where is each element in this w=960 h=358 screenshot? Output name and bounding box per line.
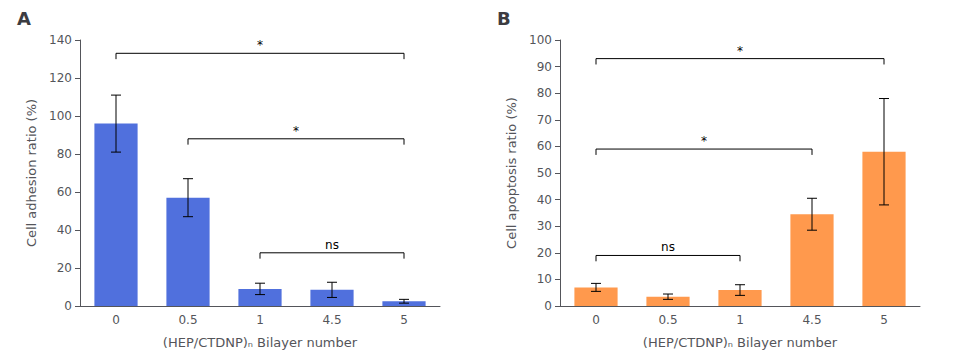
- svg-text:120: 120: [49, 71, 72, 85]
- svg-text:*: *: [737, 44, 743, 58]
- svg-text:B: B: [497, 8, 511, 29]
- svg-text:100: 100: [529, 33, 552, 47]
- svg-text:40: 40: [57, 223, 72, 237]
- svg-text:ns: ns: [325, 238, 339, 252]
- svg-text:0.5: 0.5: [658, 313, 677, 327]
- svg-text:0: 0: [544, 299, 552, 313]
- svg-text:10: 10: [537, 272, 552, 286]
- svg-text:(HEP/CTDNP)ₙ Bilayer number: (HEP/CTDNP)ₙ Bilayer number: [643, 335, 838, 350]
- svg-text:0: 0: [64, 299, 72, 313]
- svg-text:4.5: 4.5: [322, 313, 341, 327]
- svg-text:ns: ns: [661, 240, 675, 254]
- svg-text:0.5: 0.5: [178, 313, 197, 327]
- svg-text:*: *: [293, 124, 299, 138]
- svg-text:100: 100: [49, 109, 72, 123]
- svg-text:Cell adhesion ratio (%): Cell adhesion ratio (%): [24, 99, 39, 247]
- svg-text:50: 50: [537, 166, 552, 180]
- svg-text:0: 0: [112, 313, 120, 327]
- svg-text:5: 5: [400, 313, 408, 327]
- svg-text:140: 140: [49, 33, 72, 47]
- svg-text:80: 80: [537, 86, 552, 100]
- svg-text:80: 80: [57, 147, 72, 161]
- svg-text:60: 60: [57, 185, 72, 199]
- svg-text:40: 40: [537, 193, 552, 207]
- svg-text:30: 30: [537, 219, 552, 233]
- svg-text:20: 20: [537, 246, 552, 260]
- svg-text:(HEP/CTDNP)ₙ Bilayer number: (HEP/CTDNP)ₙ Bilayer number: [163, 335, 358, 350]
- svg-text:*: *: [701, 134, 707, 148]
- svg-text:5: 5: [880, 313, 888, 327]
- svg-text:70: 70: [537, 113, 552, 127]
- svg-text:Cell apoptosis ratio (%): Cell apoptosis ratio (%): [504, 97, 519, 249]
- svg-text:20: 20: [57, 261, 72, 275]
- svg-text:A: A: [17, 8, 31, 29]
- svg-text:0: 0: [592, 313, 600, 327]
- svg-text:1: 1: [256, 313, 264, 327]
- svg-text:1: 1: [736, 313, 744, 327]
- svg-text:90: 90: [537, 60, 552, 74]
- svg-text:*: *: [257, 38, 263, 52]
- svg-text:4.5: 4.5: [802, 313, 821, 327]
- svg-text:60: 60: [537, 139, 552, 153]
